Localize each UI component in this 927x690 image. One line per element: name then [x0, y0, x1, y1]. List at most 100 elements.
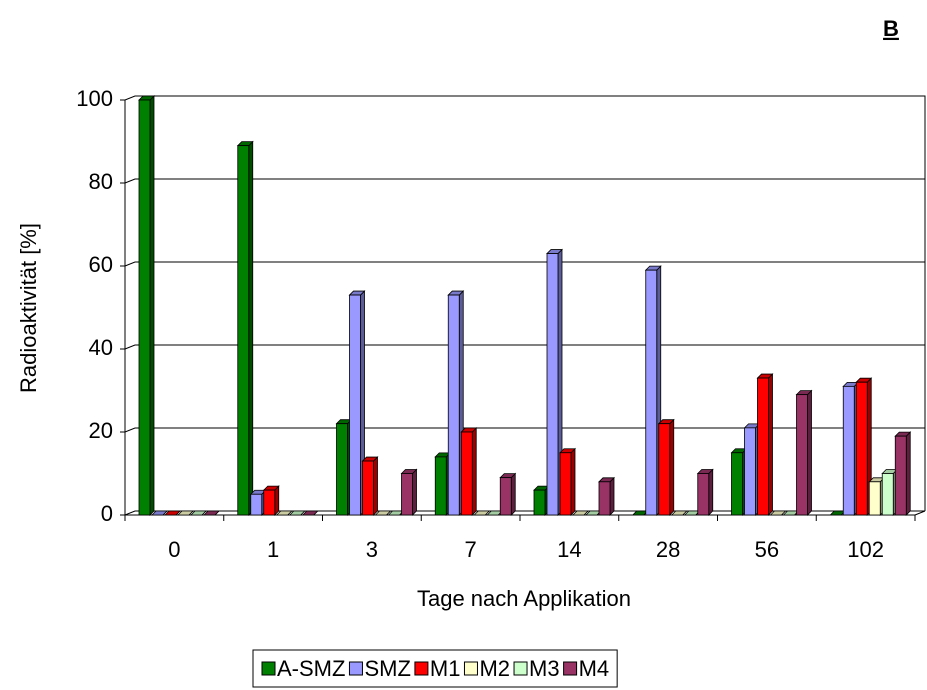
bar-front: [401, 473, 413, 516]
bar-front: [546, 253, 559, 516]
bar: [249, 489, 267, 516]
x-tick-label: 28: [656, 537, 680, 562]
legend: A-SMZ SMZ M1 M2 M3 M4: [252, 649, 618, 688]
bar: [460, 427, 478, 516]
bar: [670, 510, 688, 516]
legend-label: M1: [430, 656, 461, 681]
legend-label: M3: [529, 656, 560, 681]
bar: [400, 468, 418, 516]
x-tick-label: 1: [267, 537, 279, 562]
bar: [203, 510, 220, 516]
bar-front: [881, 473, 894, 516]
bar-side: [149, 95, 155, 516]
bar-top: [151, 510, 168, 516]
x-tick-label: 3: [366, 537, 378, 562]
bar-front: [731, 452, 743, 516]
bar-front: [499, 477, 512, 516]
bar-front: [744, 427, 756, 516]
bar: [275, 510, 293, 516]
bar-side: [807, 389, 812, 516]
bar: [499, 472, 517, 516]
bar-front: [263, 489, 276, 516]
x-axis-label: Tage nach Applikation: [417, 586, 631, 611]
bar-side: [905, 431, 911, 516]
bar-side: [510, 472, 516, 516]
legend-label: M4: [579, 656, 610, 681]
legend-swatch: [513, 661, 528, 676]
bar: [756, 373, 774, 516]
bar-side: [248, 140, 254, 516]
bar-top: [288, 510, 306, 516]
bar: [473, 510, 491, 516]
bar: [795, 389, 813, 516]
legend-swatch: [463, 661, 478, 676]
bar: [361, 456, 379, 516]
bar-front: [894, 435, 907, 516]
bar-front: [559, 452, 572, 516]
bar: [301, 510, 319, 516]
legend-label: M2: [479, 656, 510, 681]
legend-swatch: [414, 661, 429, 676]
bar-front: [533, 489, 546, 516]
legend-box: [252, 649, 618, 688]
bar-front: [250, 493, 263, 516]
bar-side: [609, 476, 615, 516]
legend-swatch: [261, 661, 276, 676]
bar-front: [697, 473, 710, 516]
bar: [177, 510, 194, 516]
bar-front: [855, 381, 868, 516]
bar: [696, 468, 714, 516]
bar: [190, 510, 207, 516]
legend-swatch: [348, 661, 363, 676]
bar-front: [757, 377, 769, 516]
y-tick-label: 0: [101, 501, 113, 526]
bar: [657, 418, 675, 516]
bar-side: [274, 485, 280, 516]
bar-front: [138, 99, 151, 516]
bar-front: [658, 423, 671, 516]
bar: [769, 510, 787, 516]
bar: [572, 510, 589, 516]
bar-top: [203, 510, 220, 516]
bar: [151, 510, 168, 516]
bar: [374, 510, 392, 516]
bar-front: [237, 145, 250, 516]
bar-top: [473, 510, 491, 516]
x-tick-label: 0: [168, 537, 180, 562]
y-tick-label: 100: [76, 86, 113, 111]
bar-front: [868, 481, 881, 516]
bar: [598, 476, 615, 516]
bar-front: [598, 481, 611, 516]
panel-label: B: [883, 16, 899, 41]
bar: [559, 447, 576, 516]
y-tick-label: 20: [89, 418, 113, 443]
grid-line: [124, 344, 925, 350]
y-tick-label: 60: [89, 252, 113, 277]
bar-top: [177, 510, 194, 516]
bar-front: [336, 423, 348, 516]
bar-top: [769, 510, 787, 516]
y-tick-label: 40: [89, 335, 113, 360]
bar-front: [434, 456, 447, 516]
x-tick-label: 14: [557, 537, 581, 562]
bar-side: [768, 373, 773, 516]
bar-top: [275, 510, 293, 516]
bar-front: [796, 394, 808, 516]
y-tick-label: 80: [89, 169, 113, 194]
bar: [894, 431, 912, 516]
bar: [348, 290, 366, 516]
x-tick-label: 7: [465, 537, 477, 562]
bar-top: [301, 510, 319, 516]
bar-front: [645, 269, 658, 516]
legend-label: A-SMZ: [277, 656, 345, 681]
bar-front: [460, 431, 473, 516]
bar: [138, 95, 155, 516]
bar-top: [374, 510, 392, 516]
bar-top: [572, 510, 589, 516]
grid-line: [124, 178, 925, 184]
bar-side: [708, 468, 714, 516]
legend-label: SMZ: [364, 656, 410, 681]
legend-swatch: [563, 661, 578, 676]
bar-front: [842, 385, 855, 516]
